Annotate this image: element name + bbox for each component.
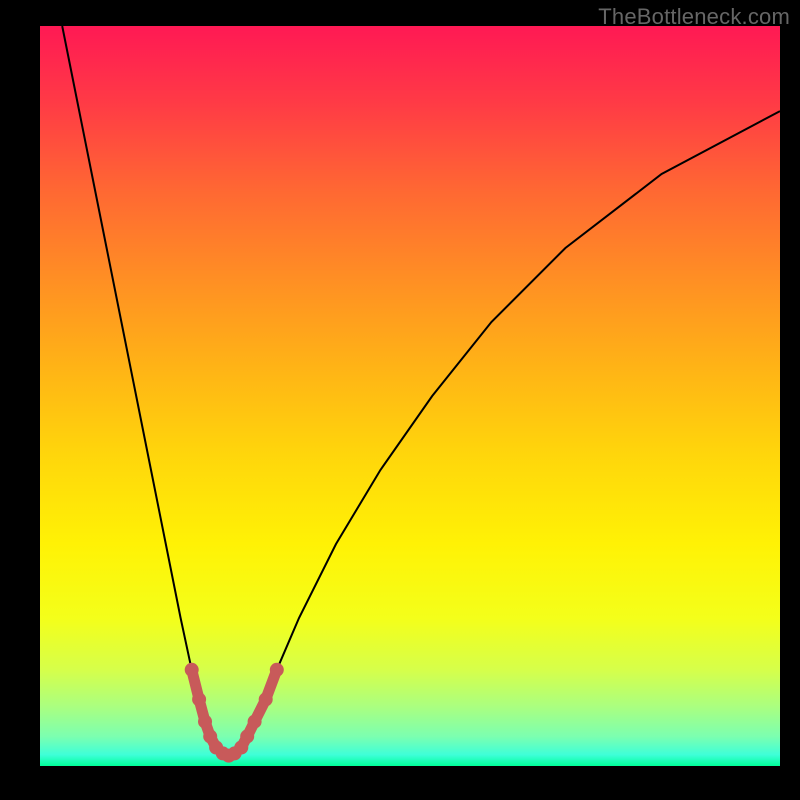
optimal-region-marker <box>259 692 273 706</box>
optimal-region-marker <box>192 692 206 706</box>
optimal-region-marker <box>198 715 212 729</box>
optimal-region-marker <box>240 729 254 743</box>
bottleneck-chart <box>0 0 800 800</box>
optimal-region-marker <box>185 663 199 677</box>
optimal-region-marker <box>248 715 262 729</box>
optimal-region-marker <box>270 663 284 677</box>
watermark-text: TheBottleneck.com <box>598 4 790 30</box>
plot-background <box>40 26 780 766</box>
